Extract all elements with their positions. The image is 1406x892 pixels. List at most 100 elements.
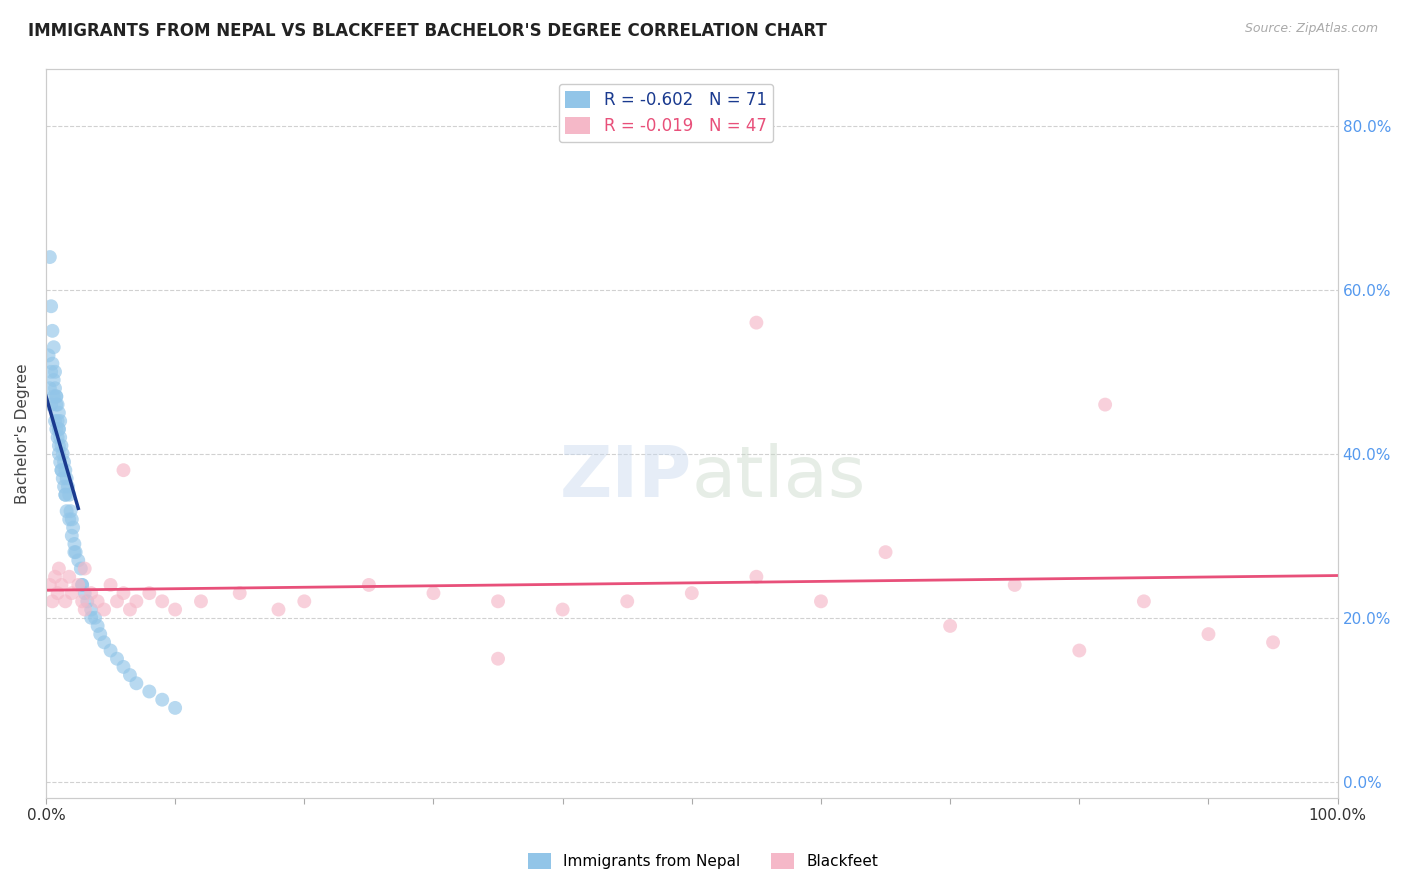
Point (62, 520, 84, 534)
Point (1004, 578, 1026, 592)
Point (45, 389, 67, 403)
Point (42, 340, 65, 354)
Point (80, 611, 103, 625)
Point (357, 578, 380, 592)
Point (48, 439, 70, 453)
Point (51, 463, 73, 477)
Point (80, 602, 103, 616)
Point (112, 660, 135, 674)
Point (422, 586, 444, 600)
Point (41, 324, 63, 338)
Point (49, 455, 72, 469)
Point (89, 627, 111, 641)
Legend: R = -0.602   N = 71, R = -0.019   N = 47: R = -0.602 N = 71, R = -0.019 N = 47 (558, 84, 773, 142)
Point (118, 668, 141, 682)
Point (125, 676, 148, 690)
Point (46, 398, 69, 412)
Point (138, 586, 160, 600)
Point (486, 651, 509, 665)
Point (939, 619, 962, 633)
Point (52, 447, 75, 461)
Point (745, 570, 768, 584)
Point (112, 586, 135, 600)
Point (53, 488, 76, 502)
Point (42, 373, 65, 387)
Point (59, 504, 82, 518)
Point (60, 529, 83, 543)
Legend: Immigrants from Nepal, Blackfeet: Immigrants from Nepal, Blackfeet (522, 847, 884, 875)
Point (118, 602, 141, 616)
Text: IMMIGRANTS FROM NEPAL VS BLACKFEET BACHELOR'S DEGREE CORRELATION CHART: IMMIGRANTS FROM NEPAL VS BLACKFEET BACHE… (28, 22, 827, 40)
Point (875, 545, 897, 559)
Point (46, 414, 69, 428)
Point (267, 602, 290, 616)
Point (73, 586, 96, 600)
Point (681, 586, 703, 600)
Point (810, 594, 832, 608)
Point (38, 348, 60, 362)
Point (55, 504, 77, 518)
Point (84, 611, 107, 625)
Point (190, 594, 212, 608)
Point (112, 463, 135, 477)
Point (44, 414, 66, 428)
Point (48, 422, 70, 436)
Point (165, 701, 187, 715)
Point (67, 578, 90, 592)
Point (46, 430, 69, 444)
Point (51, 463, 73, 477)
Point (38, 381, 60, 395)
Point (65, 545, 87, 559)
Point (60, 586, 83, 600)
Point (1261, 635, 1284, 649)
Point (49, 414, 72, 428)
Point (67, 553, 90, 567)
Point (58, 570, 80, 584)
Point (93, 635, 115, 649)
Point (165, 602, 187, 616)
Point (63, 545, 86, 559)
Text: Source: ZipAtlas.com: Source: ZipAtlas.com (1244, 22, 1378, 36)
Point (53, 455, 76, 469)
Point (616, 594, 638, 608)
Point (745, 316, 768, 330)
Point (58, 488, 80, 502)
Point (551, 602, 574, 616)
Point (1069, 643, 1091, 657)
Point (42, 389, 65, 403)
Point (93, 602, 115, 616)
Point (53, 463, 76, 477)
Point (100, 643, 122, 657)
Point (38, 250, 60, 264)
Point (60, 512, 83, 526)
Point (73, 561, 96, 575)
Point (45, 422, 67, 436)
Point (70, 578, 93, 592)
Text: atlas: atlas (692, 442, 866, 512)
Point (45, 389, 67, 403)
Point (44, 365, 66, 379)
Point (150, 594, 173, 608)
Point (1094, 398, 1116, 412)
Point (105, 594, 128, 608)
Point (48, 447, 70, 461)
Text: ZIP: ZIP (560, 442, 692, 512)
Point (1133, 594, 1156, 608)
Point (100, 578, 122, 592)
Point (55, 471, 77, 485)
Point (105, 651, 128, 665)
Point (70, 594, 93, 608)
Point (48, 561, 70, 575)
Point (51, 578, 73, 592)
Point (76, 594, 98, 608)
Point (52, 471, 75, 485)
Point (48, 422, 70, 436)
Point (56, 479, 79, 493)
Point (86, 619, 108, 633)
Point (86, 594, 108, 608)
Point (48, 406, 70, 420)
Point (39, 398, 62, 412)
Point (49, 430, 72, 444)
Point (1198, 627, 1220, 641)
Point (46, 586, 69, 600)
